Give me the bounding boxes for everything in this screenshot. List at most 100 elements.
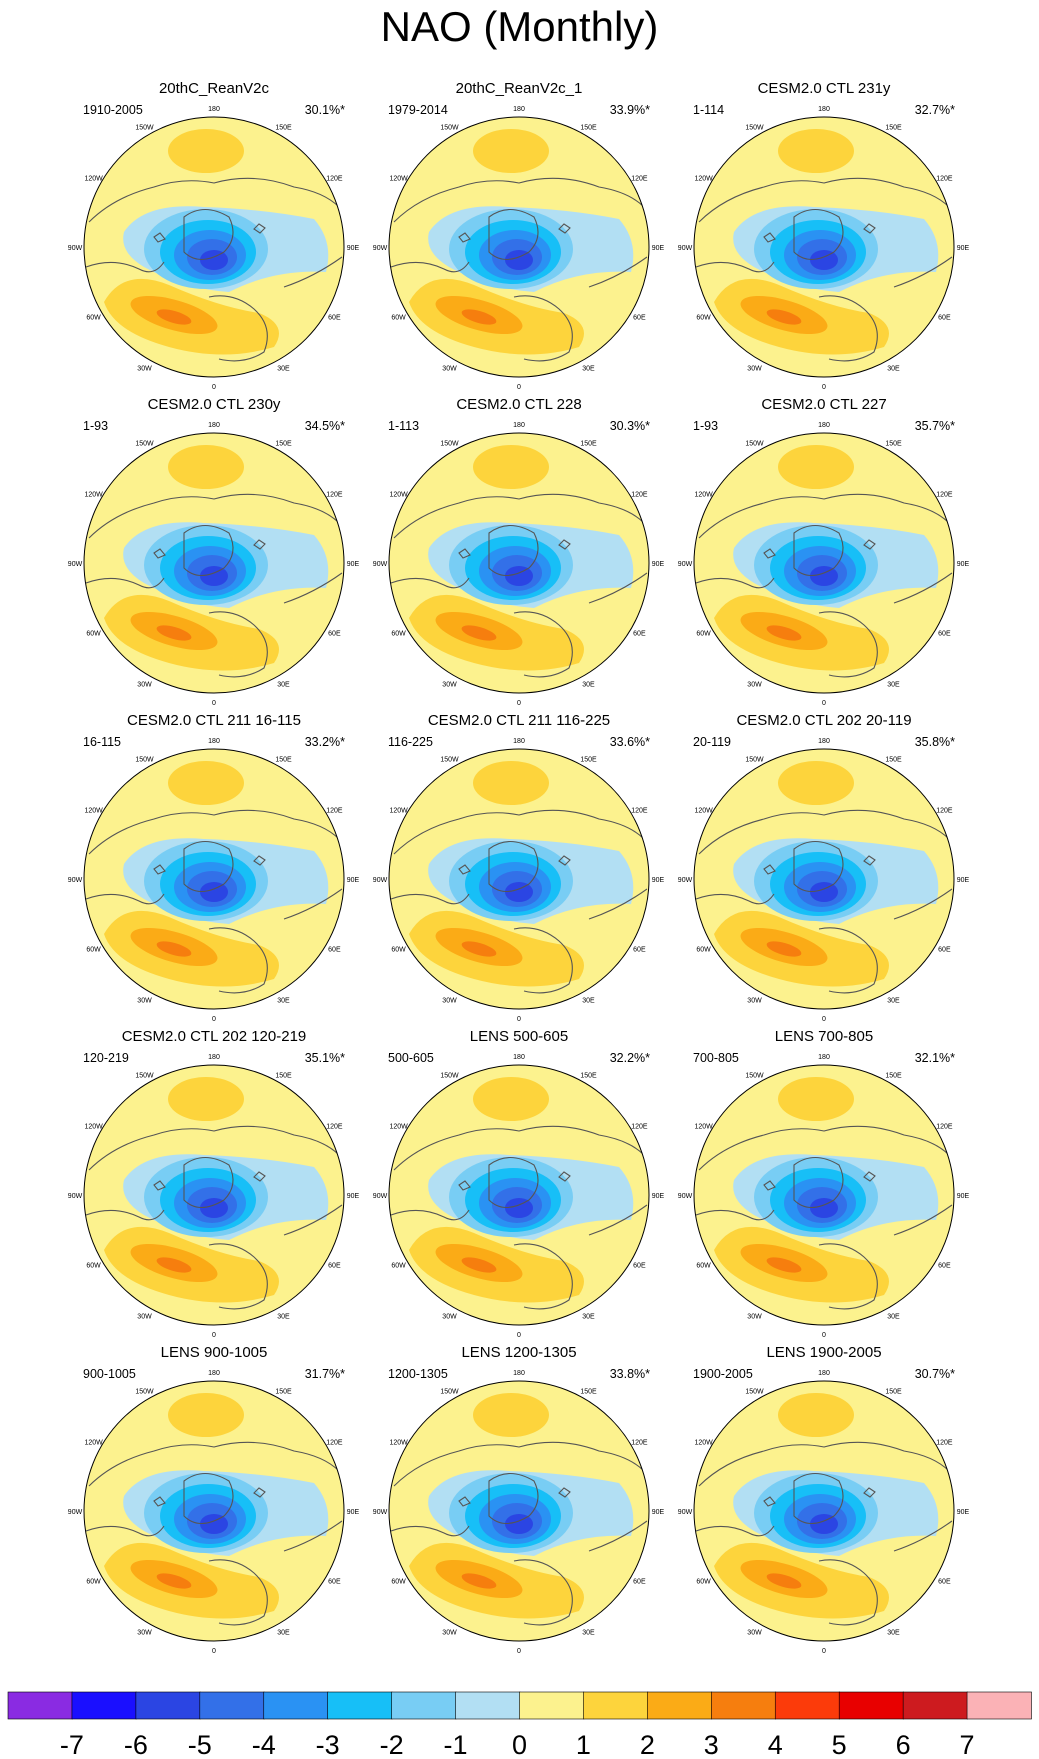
coastline — [818, 1559, 878, 1626]
atlantic-positive-max — [766, 1573, 802, 1589]
panel-title: CESM2.0 CTL 211 16-115 — [127, 712, 301, 729]
longitude-label: 120W — [389, 176, 408, 183]
longitude-label: 120E — [936, 808, 953, 815]
longitude-label: 60E — [633, 947, 646, 954]
longitude-label: 60E — [328, 631, 341, 638]
map-panel: 180 150E 120E 90E 60E 30E 0 30W 60W 90W 120W 150W 20… — [373, 80, 665, 391]
coastline — [183, 1156, 234, 1209]
pacific-positive-lobe — [168, 1077, 244, 1121]
longitude-label: 150W — [745, 1073, 764, 1080]
panel-period: 1-113 — [388, 419, 419, 433]
longitude-label: 30E — [887, 365, 900, 372]
pacific-positive-lobe — [168, 129, 244, 173]
longitude-label: 180 — [208, 106, 220, 113]
longitude-label: 0 — [517, 384, 521, 391]
coastline — [793, 208, 844, 261]
arctic-negative-core — [505, 1198, 533, 1218]
colorbar-tick-label: -2 — [380, 1730, 404, 1759]
coastline — [818, 1243, 878, 1310]
longitude-label: 90W — [678, 877, 693, 884]
coastline — [88, 177, 340, 223]
panel-variance: 32.1%* — [915, 1051, 955, 1065]
longitude-label: 120W — [389, 808, 408, 815]
longitude-label: 120E — [326, 492, 343, 499]
longitude-label: 60W — [86, 947, 101, 954]
panel-period: 16-115 — [83, 735, 121, 749]
longitude-label: 150E — [275, 757, 292, 764]
panel-title: CESM2.0 CTL 228 — [456, 396, 581, 413]
longitude-label: 60E — [633, 631, 646, 638]
longitude-label: 0 — [212, 384, 216, 391]
longitude-label: 120W — [694, 492, 713, 499]
longitude-label: 150E — [275, 441, 292, 448]
colorbar-swatch — [583, 1691, 649, 1720]
pacific-positive-lobe — [778, 761, 854, 805]
longitude-label: 120E — [631, 176, 648, 183]
longitude-label: 0 — [212, 700, 216, 707]
coastline — [763, 539, 876, 559]
atlantic-positive-max — [156, 625, 192, 641]
longitude-label: 120E — [936, 1440, 953, 1447]
arctic-negative-core — [505, 250, 533, 270]
arctic-negative-core — [505, 566, 533, 586]
longitude-label: 90E — [347, 877, 360, 884]
longitude-label: 60W — [86, 315, 101, 322]
longitude-label: 30W — [442, 681, 457, 688]
map-panel: 180 150E 120E 90E 60E 30E 0 30W 60W 90W 120W 150W CE… — [373, 396, 665, 707]
coastline — [85, 577, 165, 589]
panel-title: CESM2.0 CTL 202 120-219 — [122, 1028, 307, 1045]
longitude-label: 60E — [633, 1579, 646, 1586]
longitude-label: 90W — [373, 561, 388, 568]
longitude-label: 150E — [885, 1389, 902, 1396]
coastline — [390, 1209, 470, 1221]
coastline — [588, 256, 648, 288]
longitude-label: 30E — [582, 681, 595, 688]
longitude-label: 120E — [631, 808, 648, 815]
atlantic-positive-max — [461, 941, 497, 957]
panel-variance: 30.7%* — [915, 1367, 955, 1381]
longitude-label: 150W — [135, 1389, 154, 1396]
colorbar-swatch — [902, 1691, 968, 1720]
coastline — [698, 809, 950, 855]
coastline — [153, 855, 266, 875]
atlantic-positive-max — [461, 625, 497, 641]
colorbar-tick-label: 6 — [896, 1730, 911, 1759]
coastline — [818, 611, 878, 678]
colorbar-swatch — [838, 1691, 904, 1720]
atlantic-positive-max — [766, 941, 802, 957]
pacific-positive-lobe — [778, 1077, 854, 1121]
longitude-label: 180 — [818, 1370, 830, 1377]
panel-variance: 33.6%* — [610, 735, 650, 749]
coastline — [893, 572, 953, 604]
atlantic-positive-max — [461, 309, 497, 325]
longitude-label: 30W — [747, 365, 762, 372]
figure-title: NAO (Monthly) — [380, 3, 659, 50]
map-panel: 180 150E 120E 90E 60E 30E 0 30W 60W 90W 120W 150W CE… — [373, 712, 665, 1023]
colorbar-swatch — [327, 1691, 393, 1720]
arctic-negative-core — [200, 1198, 228, 1218]
coastline — [390, 577, 470, 589]
longitude-label: 180 — [208, 1054, 220, 1061]
coastline — [695, 1525, 775, 1537]
coastline — [85, 893, 165, 905]
longitude-label: 120E — [936, 1124, 953, 1131]
longitude-label: 90W — [68, 561, 83, 568]
colorbar-tick-label: 7 — [960, 1730, 975, 1759]
map-border — [388, 116, 650, 378]
longitude-label: 180 — [513, 738, 525, 745]
arctic-negative-core — [505, 1514, 533, 1534]
map-panel: 180 150E 120E 90E 60E 30E 0 30W 60W 90W 120W 150W CE… — [678, 396, 970, 707]
longitude-label: 30W — [137, 365, 152, 372]
longitude-label: 60E — [633, 1263, 646, 1270]
longitude-label: 30W — [137, 1313, 152, 1320]
pacific-positive-lobe — [168, 445, 244, 489]
coastline — [458, 1487, 571, 1507]
coastline — [283, 888, 343, 920]
longitude-label: 120E — [326, 1440, 343, 1447]
panel-variance: 35.8%* — [915, 735, 955, 749]
coastline — [793, 1156, 844, 1209]
longitude-label: 60W — [86, 1579, 101, 1586]
map-field — [694, 433, 954, 693]
longitude-label: 0 — [822, 1332, 826, 1339]
map-panel: 180 150E 120E 90E 60E 30E 0 30W 60W 90W 120W 150W CE… — [68, 396, 360, 707]
